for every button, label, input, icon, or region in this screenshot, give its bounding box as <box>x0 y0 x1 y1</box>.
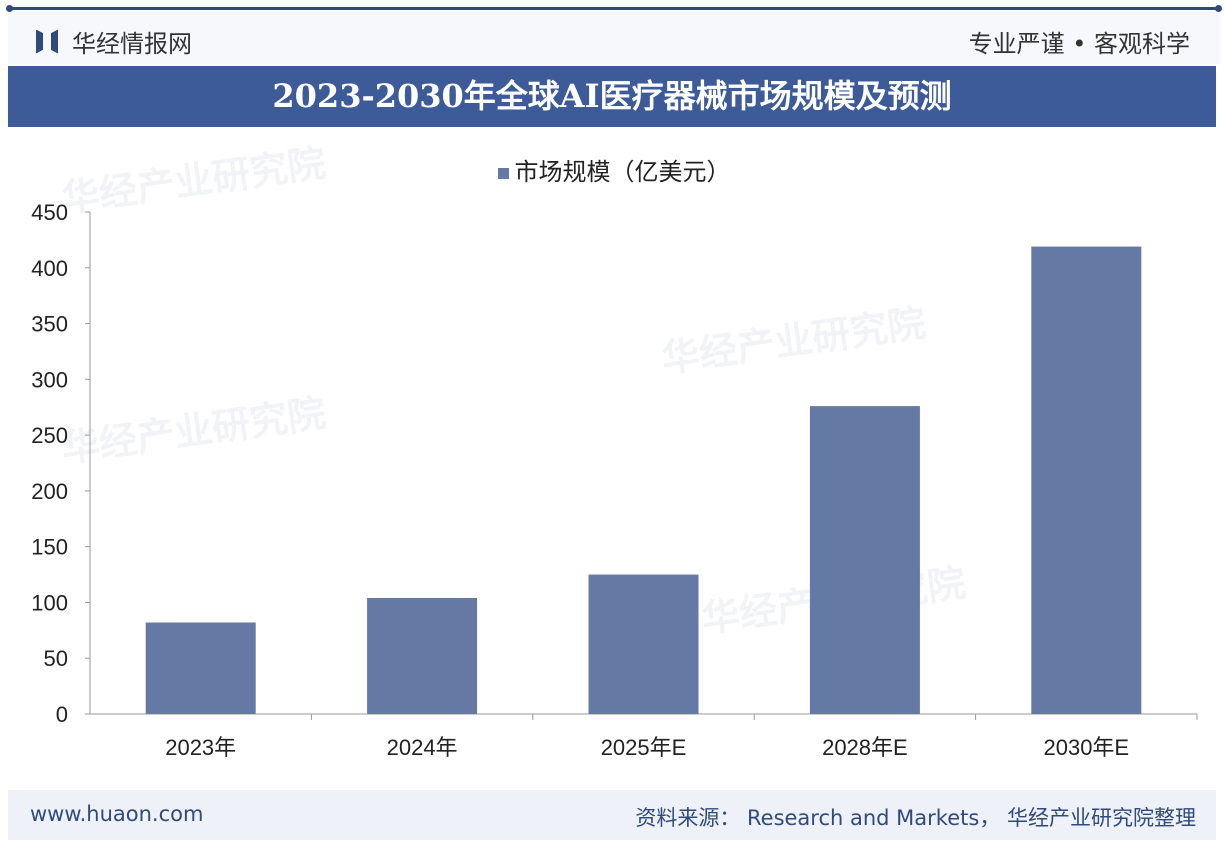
bar <box>809 406 920 714</box>
y-tick-label: 100 <box>31 590 68 615</box>
y-tick-label: 0 <box>56 702 68 727</box>
x-tick-label: 2030年E <box>1043 735 1129 760</box>
x-tick-label: 2023年 <box>165 735 236 760</box>
legend-label: 市场规模（亿美元） <box>514 158 731 186</box>
footer: www.huaon.com 资料来源： Research and Markets… <box>8 790 1216 840</box>
y-tick-label: 250 <box>31 423 68 448</box>
header: 华经情报网 专业严谨 • 客观科学 <box>8 12 1220 64</box>
site-url: www.huaon.com <box>30 802 204 826</box>
bar <box>145 622 256 714</box>
bar <box>367 597 478 714</box>
y-tick-label: 450 <box>31 200 68 225</box>
brand-name: 华经情报网 <box>72 30 192 58</box>
legend-swatch <box>497 167 509 179</box>
bar <box>588 574 699 714</box>
bar <box>1031 246 1142 715</box>
slogan: 专业严谨 • 客观科学 <box>968 30 1190 58</box>
top-rule <box>6 5 1222 12</box>
y-tick-label: 150 <box>31 535 68 560</box>
y-tick-label: 400 <box>31 256 68 281</box>
y-tick-label: 350 <box>31 312 68 337</box>
x-tick-label: 2028年E <box>822 735 908 760</box>
chart-title: 2023-2030年全球AI医疗器械市场规模及预测 <box>8 66 1216 127</box>
brand: 华经情报网 <box>36 24 192 59</box>
source-note: 资料来源： Research and Markets， 华经产业研究院整理 <box>635 806 1196 830</box>
x-tick-label: 2025年E <box>601 735 687 760</box>
legend: 市场规模（亿美元） <box>0 152 1228 187</box>
y-tick-label: 200 <box>31 479 68 504</box>
y-tick-label: 50 <box>44 646 68 671</box>
y-tick-label: 300 <box>31 367 68 392</box>
x-tick-label: 2024年 <box>387 735 458 760</box>
